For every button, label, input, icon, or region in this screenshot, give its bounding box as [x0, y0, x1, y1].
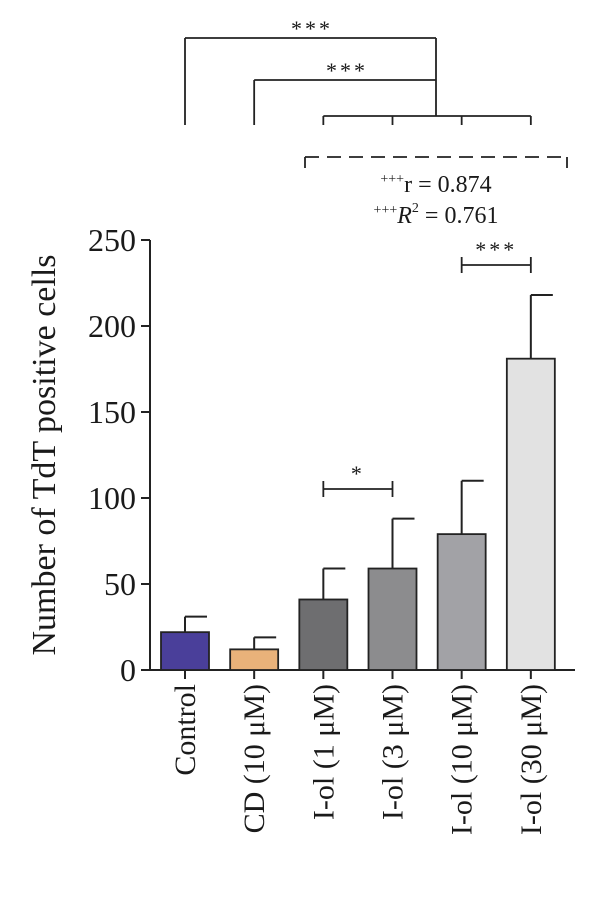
y-tick-label: 50: [104, 566, 136, 602]
sig-iol10-vs-iol30: ***: [475, 237, 517, 262]
y-ticks: 0 50 100 150 200 250: [88, 222, 150, 688]
trend-r-prefix: +++: [380, 172, 404, 187]
bar: [367, 567, 418, 671]
trend-r2-value: = 0.761: [419, 203, 499, 229]
x-tick-label: I-ol (1 μM): [307, 684, 340, 820]
trend-r-label: +++r = 0.874: [380, 172, 491, 198]
y-tick-label: 0: [120, 652, 136, 688]
x-tick-label: Control: [169, 684, 202, 776]
bar: [436, 533, 487, 671]
x-tick-label: I-ol (30 μM): [515, 684, 548, 835]
x-tick-labels: Control CD (10 μM) I-ol (1 μM) I-ol (3 μM) I…: [169, 670, 548, 835]
trend-r2-exp: 2: [412, 201, 419, 216]
sig-control-vs-iol: ***: [291, 16, 333, 41]
error-bars: [184, 294, 553, 650]
trend-r2-symbol: R: [396, 203, 412, 229]
bar: [298, 598, 349, 671]
y-tick-label: 250: [88, 222, 136, 258]
bar: [160, 631, 210, 671]
sig-cd-vs-iol: ***: [326, 58, 368, 83]
trend-r2-prefix: +++: [374, 203, 398, 218]
bars: [160, 357, 556, 671]
x-tick-label: I-ol (10 μM): [446, 684, 479, 835]
y-tick-label: 150: [88, 394, 136, 430]
trend-r-value: r = 0.874: [404, 172, 492, 198]
y-tick-label: 200: [88, 308, 136, 344]
sig-iol1-vs-iol3: *: [351, 461, 365, 486]
axes: [149, 240, 575, 671]
x-tick-label: I-ol (3 μM): [377, 684, 410, 820]
significance-brackets: **********: [184, 16, 568, 497]
x-tick-label: CD (10 μM): [238, 684, 271, 833]
y-axis-label: Number of TdT positive cells: [26, 254, 63, 655]
bar: [505, 357, 556, 671]
trend-r2-label: +++R2 = 0.761: [374, 201, 499, 229]
bar: [229, 648, 280, 671]
y-tick-label: 100: [88, 480, 136, 516]
